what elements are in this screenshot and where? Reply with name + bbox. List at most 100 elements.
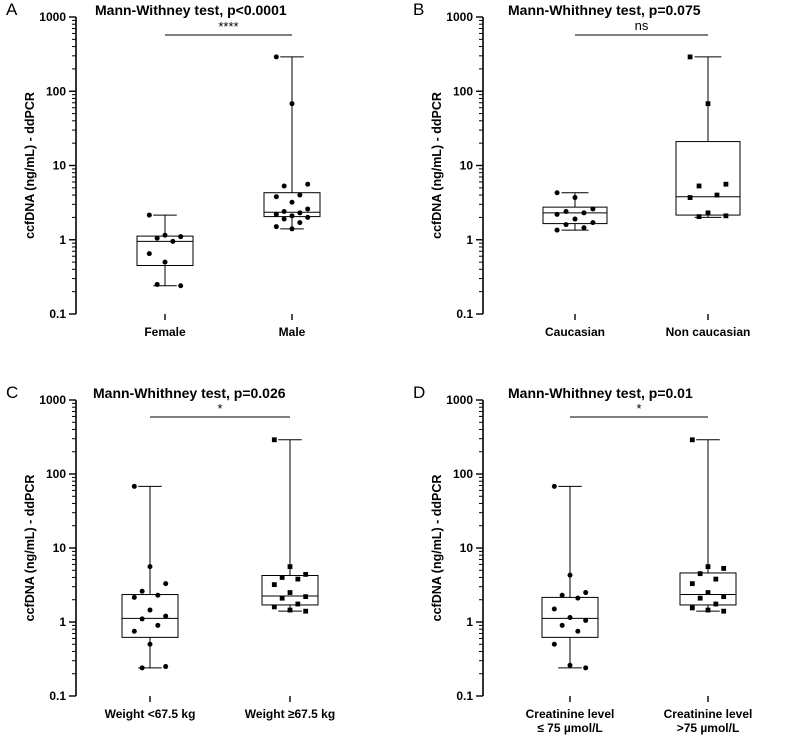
y-tick-label: 1000	[446, 10, 473, 24]
y-axis-label: ccfDNA (ng/mL) - ddPCR	[430, 92, 444, 239]
data-point	[697, 595, 703, 601]
data-point	[721, 566, 727, 571]
data-point	[575, 628, 581, 634]
data-point	[131, 628, 137, 634]
data-point	[687, 195, 693, 200]
data-point	[551, 483, 557, 489]
x-category-label: Non caucasian	[666, 325, 751, 339]
data-point	[154, 235, 160, 241]
data-point	[705, 210, 711, 216]
data-point	[297, 192, 303, 198]
data-point	[305, 206, 311, 212]
significance-label: *	[636, 401, 641, 416]
data-point	[273, 211, 279, 217]
box-iqr	[542, 206, 608, 225]
data-point	[705, 101, 711, 107]
significance-label: ns	[635, 18, 649, 33]
y-tick-label: 100	[453, 467, 473, 481]
data-point	[281, 209, 287, 215]
x-category-label: Creatinine level	[526, 707, 615, 721]
data-point	[295, 576, 301, 582]
data-point	[705, 564, 711, 570]
data-point	[723, 213, 729, 219]
data-point	[289, 213, 295, 219]
y-tick-label: 1000	[39, 393, 66, 407]
data-point	[147, 641, 153, 647]
chart-title: Mann-Whithney test, p=0.01	[508, 385, 693, 401]
data-point	[567, 662, 573, 668]
y-tick-label: 0.1	[456, 307, 473, 321]
data-point	[554, 190, 560, 196]
x-category-label: Female	[144, 325, 186, 339]
data-point	[551, 641, 557, 647]
y-tick-label: 1	[59, 233, 66, 247]
significance-label: *	[217, 401, 222, 416]
data-point	[705, 607, 711, 613]
y-tick-label: 100	[46, 84, 66, 98]
data-point	[287, 607, 293, 613]
data-point	[271, 604, 277, 610]
y-tick-label: 0.1	[49, 307, 66, 321]
data-point	[551, 606, 557, 612]
data-point	[170, 238, 176, 244]
data-point	[696, 214, 702, 220]
data-point	[559, 622, 565, 628]
chart-panel-c: C Mann-Whithney test, p=0.026 0.1 1 10 100 100…	[6, 383, 335, 721]
data-point	[163, 613, 169, 619]
data-point	[721, 594, 727, 600]
data-point	[572, 195, 578, 201]
data-point	[554, 211, 560, 217]
data-point	[705, 590, 711, 595]
data-point	[279, 575, 285, 580]
data-point	[572, 216, 578, 222]
y-tick-label: 100	[46, 467, 66, 481]
y-tick-label: 100	[453, 84, 473, 98]
data-point	[563, 222, 569, 228]
data-point	[147, 607, 153, 613]
y-tick-label: 1	[59, 615, 66, 629]
data-point	[139, 665, 145, 671]
data-point	[147, 564, 153, 570]
data-point	[273, 54, 279, 60]
chart-panel-b: B Mann-Whithney test, p=0.075 0.1 1 10 100 100…	[413, 0, 750, 339]
panel-letter: D	[413, 383, 425, 402]
data-point	[305, 181, 311, 187]
data-point	[581, 210, 587, 216]
y-tick-label: 10	[53, 541, 67, 555]
data-point	[723, 181, 729, 187]
data-point	[567, 615, 573, 621]
y-tick-label: 1000	[446, 393, 473, 407]
data-point	[139, 616, 145, 622]
data-point	[162, 259, 168, 265]
data-point	[297, 210, 303, 216]
data-point	[131, 483, 137, 489]
y-tick-label: 0.1	[49, 689, 66, 703]
box-iqr	[121, 594, 179, 638]
data-point	[163, 581, 169, 587]
panel-letter: A	[6, 0, 18, 19]
data-point	[162, 232, 168, 238]
x-category-label: ≤ 75 µmol/L	[537, 721, 603, 735]
y-tick-label: 10	[53, 159, 67, 173]
y-axis-label: ccfDNA (ng/mL) - ddPCR	[23, 92, 37, 239]
y-tick-label: 10	[460, 541, 474, 555]
box-iqr	[675, 141, 741, 216]
data-point	[281, 183, 287, 189]
data-point	[554, 227, 560, 233]
data-point	[154, 281, 160, 287]
data-point	[590, 220, 596, 226]
data-point	[713, 601, 719, 607]
data-point	[163, 664, 169, 670]
data-point	[689, 605, 695, 611]
data-point	[714, 192, 720, 198]
data-point	[289, 199, 295, 205]
data-point	[295, 601, 301, 607]
chart-title: Mann-Withney test, p<0.0001	[95, 2, 287, 18]
chart-panel-d: D Mann-Whithney test, p=0.01 0.1 1 10 100 1000…	[413, 383, 752, 735]
data-point	[713, 576, 719, 582]
data-point	[575, 595, 581, 601]
x-category-label: >75 µmol/L	[677, 721, 740, 735]
x-category-label: Weight <67.5 kg	[105, 707, 196, 721]
y-tick-label: 0.1	[456, 689, 473, 703]
y-tick-label: 1	[466, 615, 473, 629]
